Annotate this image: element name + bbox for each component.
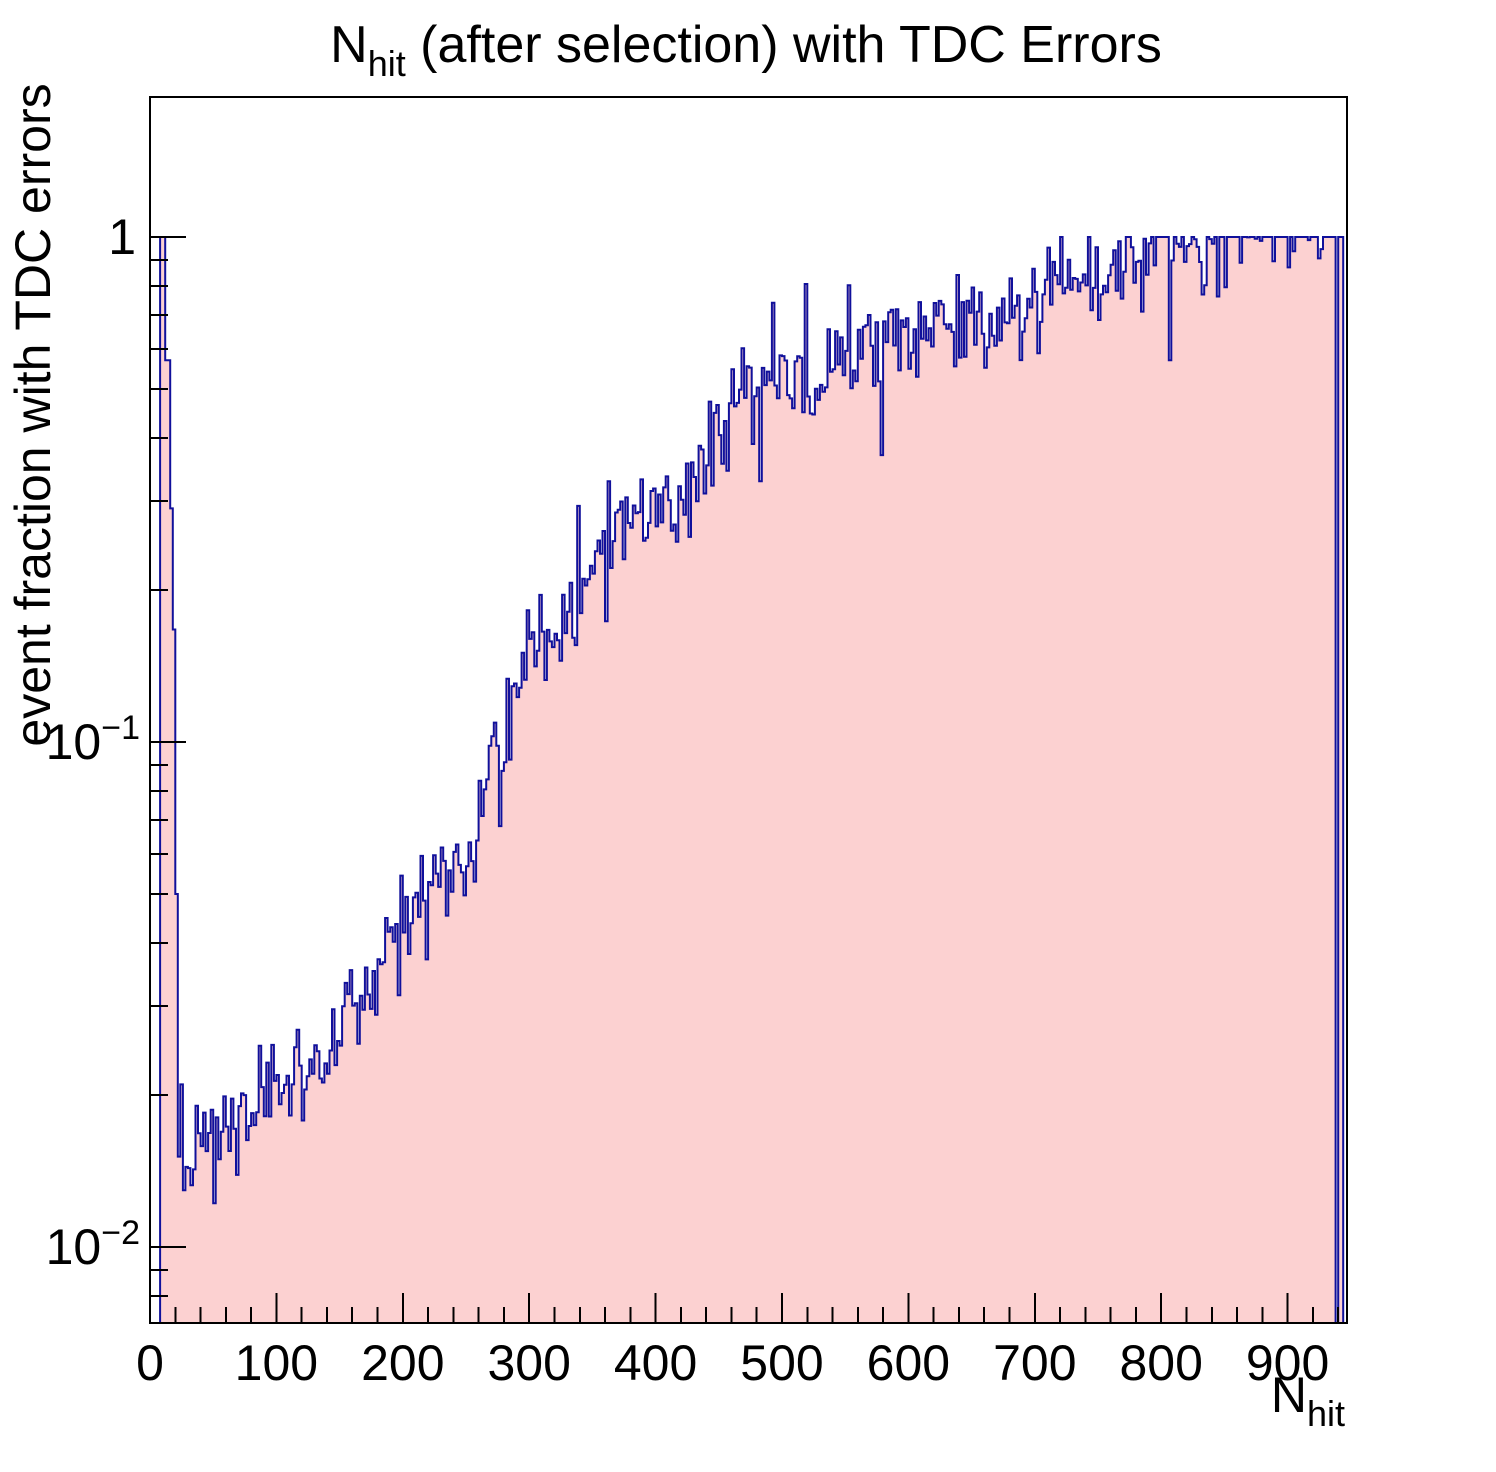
x-axis-label: 100 [235,1335,318,1391]
x-axis-label: 300 [487,1335,570,1391]
x-axis-title-prefix: N [1271,1367,1307,1423]
x-axis-label: 800 [1119,1335,1202,1391]
plot-frame [149,96,1348,1324]
x-axis-label: 600 [867,1335,950,1391]
x-axis-title: Nhit [1271,1367,1345,1434]
x-axis-label: 0 [136,1335,164,1391]
plot-title-subscript: hit [368,43,406,84]
histogram-step-area [150,236,1347,1324]
y-axis-label-exponent: −1 [101,709,140,747]
y-axis-label-base: 10 [46,1219,102,1275]
y-axis-label-base: 10 [46,714,102,770]
y-axis-title: event fraction with TDC errors [5,83,61,746]
y-axis-label: 1 [108,209,136,265]
plot-title-prefix: N [330,16,368,74]
x-axis-label: 200 [361,1335,444,1391]
x-axis-title-subscript: hit [1307,1393,1345,1434]
x-axis-label: 400 [614,1335,697,1391]
y-axis-label-exponent: −2 [101,1214,140,1252]
y-axis-label: 10−1 [46,709,140,770]
histogram-layer [150,236,1347,1324]
y-axis-label: 10−2 [46,1214,140,1275]
x-axis-label: 900 [1246,1335,1329,1391]
x-axis-label: 500 [740,1335,823,1391]
plot-title: Nhit (after selection) with TDC Errors [330,16,1162,84]
plot-title-rest: (after selection) with TDC Errors [406,16,1162,74]
x-axis-label: 700 [993,1335,1076,1391]
